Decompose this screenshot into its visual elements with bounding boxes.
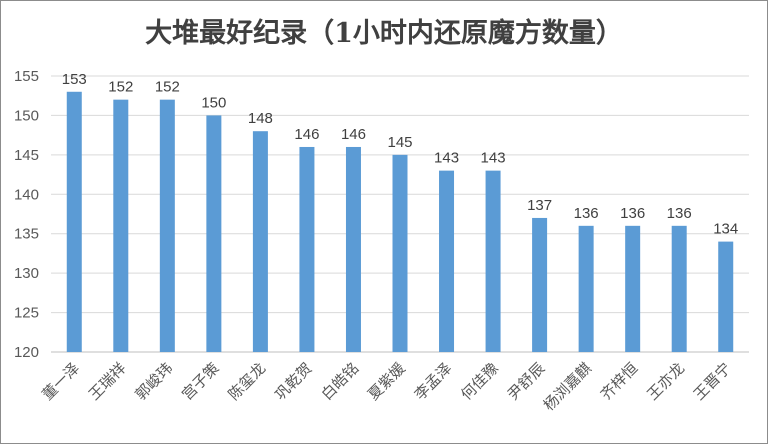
data-label: 148: [248, 110, 273, 127]
data-label: 145: [387, 134, 412, 151]
bar: [671, 225, 687, 352]
bar: [299, 146, 315, 352]
data-label: 150: [201, 94, 226, 111]
bars: [66, 91, 734, 353]
bar: [532, 217, 548, 352]
data-label: 152: [108, 79, 133, 96]
bar: [159, 99, 175, 353]
data-label: 143: [434, 150, 459, 167]
chart-title: 大堆最好纪录（1小时内还原魔方数量）: [145, 18, 623, 49]
data-label: 134: [713, 221, 738, 238]
category-label: 巩乾贺: [271, 359, 316, 404]
bar: [345, 146, 361, 352]
category-label: 白皓铭: [318, 359, 363, 404]
category-label: 郭峻玮: [132, 359, 177, 404]
y-tick-label: 150: [14, 107, 39, 124]
data-label: 136: [667, 205, 692, 222]
category-label: 李孟泽: [411, 359, 456, 404]
y-tick-label: 125: [14, 305, 39, 322]
bar: [625, 225, 641, 352]
bar: [578, 225, 594, 352]
bar: [718, 241, 734, 352]
data-label: 137: [527, 197, 552, 214]
category-label: 齐梓恒: [597, 359, 642, 404]
category-label: 陈玺龙: [225, 359, 270, 404]
data-label: 136: [620, 205, 645, 222]
bar: [485, 170, 501, 352]
category-label: 尹舒辰: [504, 359, 549, 404]
y-tick-label: 140: [14, 186, 39, 203]
data-label: 146: [294, 126, 319, 143]
category-label: 王晋宁: [690, 359, 735, 404]
y-tick-label: 135: [14, 226, 39, 243]
y-axis-ticks: 120 125 130 135 140 145 150 155: [14, 68, 39, 361]
y-tick-label: 130: [14, 265, 39, 282]
bar: [206, 115, 222, 352]
bar: [439, 170, 455, 352]
bar: [113, 99, 129, 353]
data-label: 146: [341, 126, 366, 143]
bar: [252, 131, 268, 352]
category-label: 王瑞祥: [85, 359, 130, 404]
category-label: 王亦龙: [643, 359, 688, 404]
category-label: 夏紫媛: [364, 359, 409, 404]
data-label: 143: [481, 150, 506, 167]
y-tick-label: 120: [14, 344, 39, 361]
category-label: 董一泽: [39, 359, 84, 404]
bar: [66, 91, 82, 353]
data-label: 136: [574, 205, 599, 222]
data-label: 152: [155, 79, 180, 96]
y-tick-label: 145: [14, 147, 39, 164]
category-label: 杨浏嘉麒: [540, 359, 595, 414]
category-label: 宫子策: [178, 359, 223, 404]
category-label: 何佳豫: [457, 359, 502, 404]
data-label: 153: [62, 71, 87, 88]
bar: [392, 154, 408, 352]
y-tick-label: 155: [14, 68, 39, 85]
data-labels: 153 152 152 150 148 146 146 145 143 143 137 136 136 1…: [62, 71, 738, 238]
